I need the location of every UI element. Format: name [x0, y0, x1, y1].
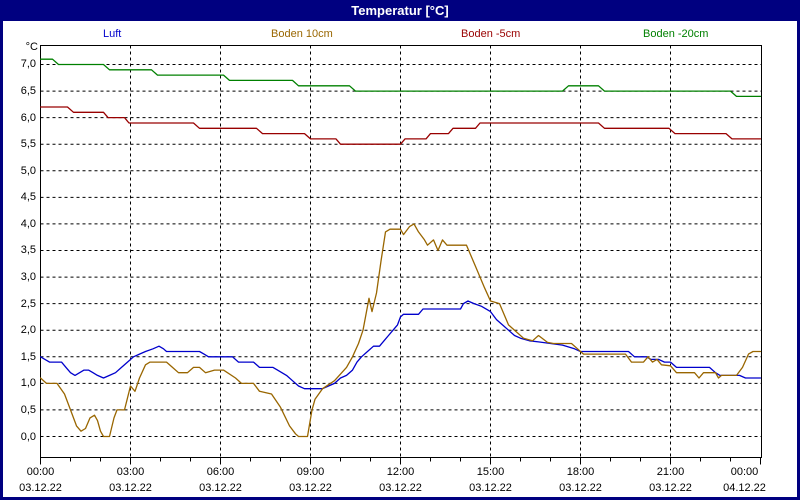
- x-tick-time: 21:00: [656, 466, 685, 478]
- x-tick-date: 03.12.22: [19, 482, 62, 494]
- x-tick-time: 06:00: [206, 466, 235, 478]
- x-tick-date: 03.12.22: [289, 482, 332, 494]
- x-tick-date: 03.12.22: [379, 482, 422, 494]
- title-bar: Temperatur [°C]: [0, 0, 800, 21]
- y-tick-label: 7,0: [20, 58, 36, 71]
- y-tick-label: 1,5: [20, 350, 36, 363]
- legend-item-boden-minus5cm: Boden -5cm: [461, 28, 521, 40]
- legend-item-boden-minus20cm: Boden -20cm: [643, 28, 709, 40]
- x-tick-date: 03.12.22: [109, 482, 152, 494]
- x-tick-time: 15:00: [476, 466, 505, 478]
- x-tick-date: 04.12.22: [723, 482, 766, 494]
- y-tick-label: 6,5: [20, 85, 36, 98]
- y-tick-label: 2,5: [20, 297, 36, 310]
- y-tick-label: 3,0: [20, 271, 36, 284]
- x-tick-date: 03.12.22: [649, 482, 692, 494]
- y-tick-label: 6,0: [20, 111, 36, 124]
- chart-svg: [40, 45, 762, 465]
- y-tick-label: 4,5: [20, 191, 36, 204]
- y-tick-label: 4,0: [20, 217, 36, 230]
- x-tick-time: 03:00: [116, 466, 145, 478]
- y-tick-label: 2,0: [20, 324, 36, 337]
- x-tick-date: 03.12.22: [199, 482, 242, 494]
- x-tick-time: 09:00: [296, 466, 325, 478]
- y-tick-label: 0,0: [20, 430, 36, 443]
- y-tick-label: 1,0: [20, 377, 36, 390]
- y-tick-label: 5,5: [20, 138, 36, 151]
- x-tick-date: 03.12.22: [559, 482, 602, 494]
- legend-item-luft: Luft: [103, 28, 122, 40]
- page-title: Temperatur [°C]: [351, 3, 449, 18]
- y-tick-label: 5,0: [20, 164, 36, 177]
- x-tick-date: 03.12.22: [469, 482, 512, 494]
- x-tick-time: 00:00: [26, 466, 55, 478]
- series-line-boden-20cm: [40, 58, 762, 98]
- chart-panel: Luft Boden 10cm Boden -5cm Boden -20cm °…: [3, 21, 797, 497]
- series-line-boden-10cm: [40, 223, 762, 438]
- y-tick-label: 0,5: [20, 403, 36, 416]
- legend-item-boden-10cm: Boden 10cm: [271, 28, 333, 40]
- x-tick-time: 00:00: [730, 466, 759, 478]
- x-tick-time: 12:00: [386, 466, 415, 478]
- y-axis-unit-label: °C: [25, 41, 38, 53]
- series-line-boden-5cm: [40, 106, 762, 145]
- y-tick-label: 3,5: [20, 244, 36, 257]
- x-tick-time: 18:00: [566, 466, 595, 478]
